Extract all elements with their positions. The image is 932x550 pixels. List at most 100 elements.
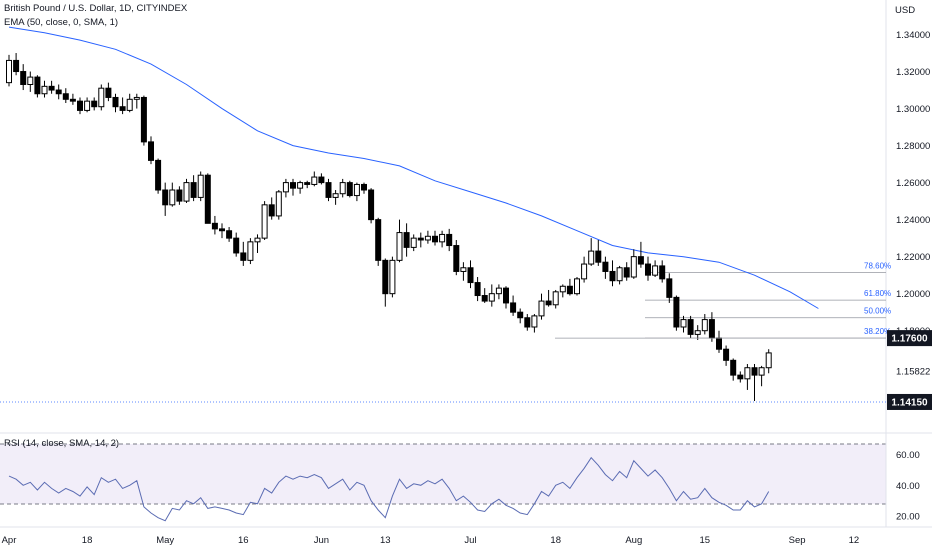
candle-body-down <box>240 252 247 261</box>
candle-body-down <box>609 270 616 282</box>
candle <box>389 256 396 298</box>
candle <box>524 314 531 331</box>
candle <box>13 53 20 76</box>
candle <box>254 234 261 253</box>
candle <box>353 182 360 202</box>
candle-body-up <box>389 259 396 295</box>
candle-body-down <box>112 96 119 108</box>
candle-body-up <box>630 256 637 278</box>
candle-body-down <box>119 106 126 111</box>
candle-body-up <box>559 285 566 293</box>
candle <box>204 173 211 224</box>
time-tick-label: 18 <box>82 535 93 546</box>
candle-body-down <box>453 245 460 272</box>
price-tick-label: 1.26000 <box>896 178 930 189</box>
candle <box>290 178 296 196</box>
candle-body-up <box>27 76 34 85</box>
candle <box>282 178 289 198</box>
candle-body-down <box>13 59 20 73</box>
candle-body-up <box>41 85 48 95</box>
candle <box>20 64 27 91</box>
candle-body-down <box>481 295 488 302</box>
candle <box>197 171 204 202</box>
time-tick-label: 13 <box>380 535 391 546</box>
price-tick-label: 1.22000 <box>896 252 930 263</box>
candle <box>91 97 98 111</box>
candle-body-up <box>183 182 190 202</box>
candle <box>609 260 616 287</box>
candle-body-up <box>84 100 91 111</box>
candle <box>467 260 474 289</box>
candle <box>417 232 424 248</box>
candle <box>396 219 403 263</box>
candle <box>275 190 282 220</box>
candle <box>311 171 318 187</box>
candle <box>247 238 254 265</box>
time-tick-label: Aug <box>625 535 642 546</box>
price-tick-label: 1.20000 <box>896 289 930 300</box>
candle-body-down <box>20 71 27 85</box>
candle <box>637 241 644 268</box>
time-tick-label: Apr <box>2 535 17 546</box>
candle-body-down <box>417 237 424 241</box>
candle-body-down <box>737 374 744 380</box>
candle-body-up <box>488 293 495 302</box>
candle <box>34 75 41 98</box>
candle-body-up <box>339 182 346 195</box>
candle <box>105 82 112 102</box>
candle <box>240 241 247 266</box>
candle <box>701 314 708 335</box>
candle <box>510 295 517 316</box>
candle-body-down <box>105 87 112 98</box>
candle <box>382 258 389 307</box>
candle-body-down <box>219 228 225 232</box>
candle-body-down <box>361 183 367 191</box>
candle <box>261 201 268 240</box>
candle <box>432 230 438 246</box>
candle-body-down <box>517 311 524 319</box>
candle-body-down <box>673 296 680 328</box>
candle-body-down <box>645 263 651 276</box>
candle-body-up <box>410 237 417 248</box>
candle <box>566 278 573 296</box>
candle-body-up <box>616 267 623 282</box>
candle-body-up <box>495 287 502 295</box>
candle-body-down <box>55 89 62 95</box>
price-tick-label: 1.28000 <box>896 141 930 152</box>
rsi-tick-label: 60.00 <box>896 450 920 461</box>
candle-body-up <box>701 319 708 332</box>
candle-body-down <box>446 233 453 247</box>
candle-body-up <box>282 182 289 193</box>
candle-body-down <box>545 300 552 306</box>
candle-body-down <box>34 76 41 95</box>
candle-body-down <box>233 237 240 254</box>
candle-body-down <box>751 367 758 376</box>
ema-indicator-label[interactable]: EMA (50, close, 0, SMA, 1) <box>4 17 119 28</box>
candle-body-up <box>588 250 595 265</box>
candle-body-down <box>204 174 211 224</box>
candle-body-down <box>730 359 737 376</box>
candle <box>133 93 140 109</box>
symbol-title[interactable]: British Pound / U.S. Dollar, 1D, CITYIND… <box>4 3 188 14</box>
candle <box>162 182 169 216</box>
candle-body-up <box>581 263 588 280</box>
candle-body-down <box>716 337 722 350</box>
candle-body-up <box>247 241 254 261</box>
candle <box>318 173 325 185</box>
time-tick-label: 12 <box>849 535 860 546</box>
candle <box>517 308 524 324</box>
candle-body-up <box>680 319 687 328</box>
rsi-indicator-label[interactable]: RSI (14, close, SMA, 14, 2) <box>4 438 120 449</box>
candle <box>48 80 55 94</box>
candle-body-down <box>403 232 410 248</box>
candle-body-down <box>155 159 162 191</box>
price-markers: 1.17600 1.14150 <box>0 330 932 410</box>
candle <box>403 223 410 257</box>
candle <box>325 178 332 202</box>
candle <box>694 325 701 340</box>
candle <box>211 215 218 235</box>
time-tick-label: Sep <box>789 535 806 546</box>
candle <box>439 230 446 248</box>
candle-body-up <box>744 367 751 380</box>
